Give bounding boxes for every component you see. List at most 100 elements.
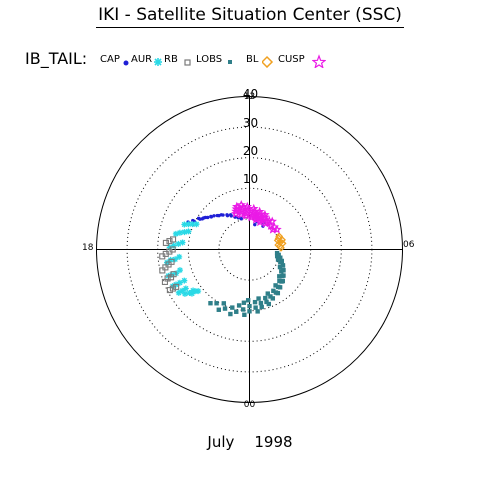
legend-label-bl: BL (246, 54, 259, 65)
data-point-lobs (222, 306, 228, 311)
data-point-cusp (231, 208, 241, 218)
data-point-lobs (240, 307, 246, 312)
data-point-lobs (216, 307, 221, 312)
data-point-lobs (268, 294, 273, 299)
data-point-lobs (208, 301, 213, 306)
data-point-aur (182, 285, 189, 292)
date-footer: July 1998 (0, 433, 500, 451)
data-point-lobs (253, 305, 258, 310)
data-point-cusp (254, 206, 265, 216)
data-point-aur (176, 229, 183, 236)
data-point-lobs (280, 263, 286, 268)
data-point-aur (181, 221, 188, 228)
data-point-aur (181, 290, 188, 297)
data-point-aur (179, 287, 186, 294)
angle-label-12: 12 (244, 92, 255, 102)
data-point-lobs (258, 300, 264, 306)
data-point-cusp (266, 220, 276, 230)
data-point-lobs (277, 278, 282, 284)
data-point-aur (176, 253, 183, 260)
data-point-lobs (277, 264, 283, 270)
data-point-lobs (277, 274, 282, 279)
region-label: IB_TAIL: (25, 49, 88, 68)
data-point-cap (229, 214, 233, 218)
data-point-lobs (266, 301, 272, 307)
data-point-lobs (228, 311, 233, 317)
data-point-aur (179, 239, 186, 246)
footer-month: July (207, 433, 235, 451)
radial-tick-label-30: 30 (243, 116, 258, 130)
chart-title-text: IKI - Satellite Situation Center (SSC) (96, 5, 404, 28)
data-point-cap (212, 214, 216, 218)
data-point-lobs (273, 290, 279, 295)
data-point-lobs (263, 295, 268, 301)
data-point-aur (181, 277, 188, 284)
data-point-aur (193, 221, 200, 228)
data-point-lobs (274, 253, 280, 259)
data-point-aur (195, 288, 202, 295)
data-point-aur (172, 230, 179, 237)
legend-label-cusp: CUSP (278, 54, 305, 65)
data-point-aur (172, 256, 179, 263)
angle-label-18: 18 (82, 243, 94, 253)
chart-title: IKI - Satellite Situation Center (SSC) (0, 5, 500, 28)
data-point-lobs (274, 250, 280, 256)
legend-marker-lobs (228, 60, 232, 64)
data-point-rb (169, 236, 177, 243)
legend-label-aur: AUR (131, 54, 153, 65)
data-point-cusp (242, 201, 253, 211)
data-point-lobs (278, 260, 283, 265)
legend-marker-bl (262, 55, 274, 68)
radial-tick-label-40: 40 (243, 87, 258, 101)
data-point-cap (239, 217, 243, 221)
data-point-lobs (280, 273, 285, 279)
radial-tick-label-10: 10 (243, 172, 258, 186)
data-point-lobs (252, 299, 258, 305)
data-point-cusp (249, 203, 259, 213)
data-point-aur (163, 259, 170, 266)
data-point-lobs (264, 299, 269, 305)
data-point-lobs (259, 304, 264, 310)
data-point-lobs (255, 309, 260, 314)
data-point-aur (185, 221, 192, 228)
data-point-aur (181, 229, 188, 236)
legend-marker-cusp (312, 54, 326, 68)
data-point-lobs (241, 300, 247, 305)
data-point-bl (274, 241, 283, 249)
data-point-aur (185, 228, 192, 235)
data-point-cusp (236, 199, 247, 210)
data-point-lobs (242, 312, 247, 317)
data-point-lobs (273, 283, 278, 288)
data-point-cap (201, 216, 206, 220)
data-point-cusp (251, 214, 261, 224)
data-point-aur (192, 288, 199, 295)
data-point-cap (196, 216, 201, 221)
data-point-lobs (234, 309, 239, 314)
data-point-cap (217, 213, 221, 218)
data-point-lobs (247, 309, 252, 314)
data-point-lobs (279, 269, 284, 274)
data-point-cap (253, 222, 257, 227)
data-point-lobs (214, 301, 219, 306)
legend-label-cap: CAP (100, 54, 120, 65)
data-point-rb (166, 238, 173, 245)
data-point-lobs (270, 296, 276, 301)
data-point-aur (190, 287, 197, 294)
legend-label-lobs: LOBS (196, 54, 223, 65)
data-point-cap (209, 214, 213, 219)
data-point-cap (221, 213, 225, 217)
data-point-cusp (260, 209, 270, 219)
data-point-rb (164, 275, 171, 282)
data-point-rb (168, 258, 175, 265)
data-point-cusp (267, 216, 277, 226)
data-point-cusp (231, 206, 241, 216)
data-point-lobs (275, 257, 281, 262)
data-point-rb (159, 267, 166, 274)
data-point-lobs (247, 303, 252, 309)
legend-marker-rb (184, 59, 191, 66)
data-point-rb (169, 246, 176, 253)
data-point-aur (186, 290, 193, 297)
data-point-aur (170, 242, 177, 249)
angle-label-06: 06 (403, 240, 415, 250)
angle-label-00: 00 (244, 400, 256, 410)
